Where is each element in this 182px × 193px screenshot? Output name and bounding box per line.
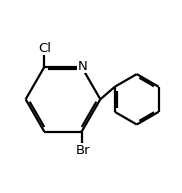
Text: N: N bbox=[78, 59, 88, 73]
Text: Br: Br bbox=[75, 144, 90, 157]
Text: Cl: Cl bbox=[38, 42, 51, 55]
